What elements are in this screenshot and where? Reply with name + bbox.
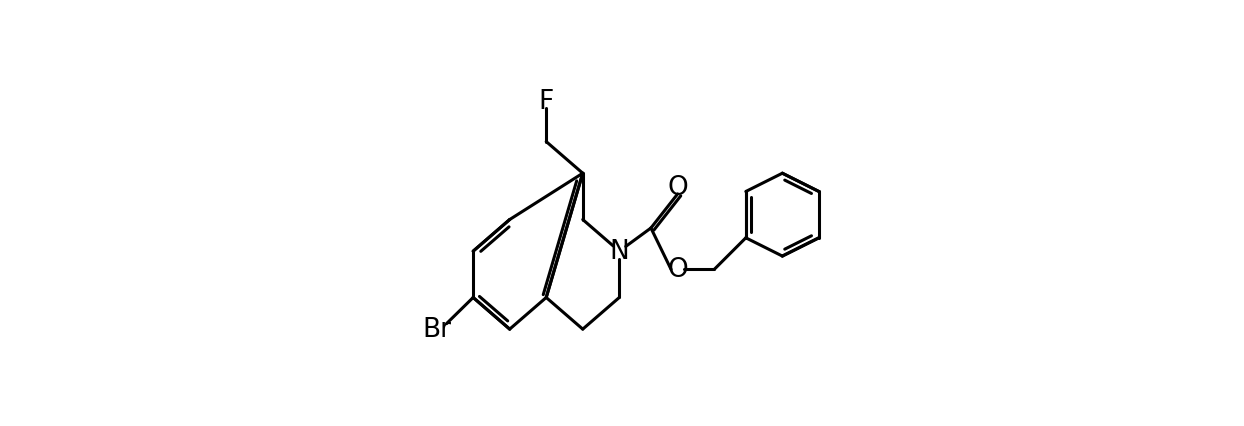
Text: Br: Br [422, 317, 452, 343]
Text: O: O [667, 257, 688, 283]
Text: O: O [667, 174, 688, 200]
Text: F: F [539, 89, 554, 115]
Text: N: N [610, 239, 629, 265]
